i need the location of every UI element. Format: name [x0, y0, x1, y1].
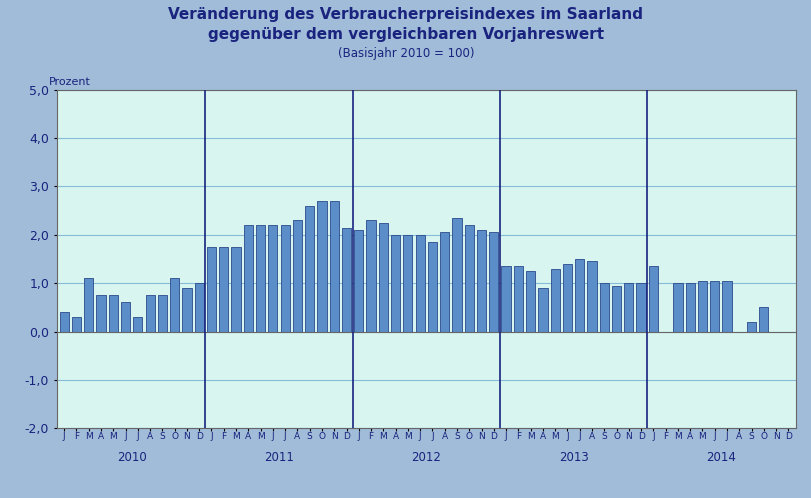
Bar	[624, 283, 633, 332]
Bar	[59, 312, 69, 332]
Bar	[440, 233, 448, 332]
Text: 2010: 2010	[117, 451, 147, 464]
Bar	[452, 218, 461, 332]
Bar	[195, 283, 204, 332]
Bar	[169, 278, 179, 332]
Bar	[746, 322, 755, 332]
Bar	[366, 220, 375, 332]
Bar	[526, 271, 534, 332]
Text: 2011: 2011	[264, 451, 294, 464]
Bar	[697, 281, 706, 332]
Bar	[109, 295, 118, 332]
Text: Prozent: Prozent	[49, 77, 91, 87]
Bar	[255, 225, 265, 332]
Bar	[636, 283, 645, 332]
Bar	[586, 261, 596, 332]
Bar	[145, 295, 155, 332]
Bar	[599, 283, 608, 332]
Bar	[280, 225, 290, 332]
Bar	[403, 235, 412, 332]
Bar	[476, 230, 486, 332]
Text: (Basisjahr 2010 = 100): (Basisjahr 2010 = 100)	[337, 47, 474, 60]
Bar	[378, 223, 388, 332]
Bar	[415, 235, 424, 332]
Bar	[97, 295, 105, 332]
Text: gegenüber dem vergleichbaren Vorjahreswert: gegenüber dem vergleichbaren Vorjahreswe…	[208, 27, 603, 42]
Bar	[354, 230, 363, 332]
Bar	[182, 288, 191, 332]
Bar	[84, 278, 93, 332]
Bar	[574, 259, 584, 332]
Bar	[501, 266, 510, 332]
Text: 2013: 2013	[558, 451, 588, 464]
Bar	[722, 281, 731, 332]
Bar	[562, 264, 572, 332]
Bar	[391, 235, 400, 332]
Bar	[488, 233, 498, 332]
Text: 2012: 2012	[411, 451, 440, 464]
Bar	[672, 283, 682, 332]
Bar	[684, 283, 694, 332]
Text: 2014: 2014	[705, 451, 735, 464]
Bar	[219, 247, 228, 332]
Bar	[513, 266, 522, 332]
Bar	[268, 225, 277, 332]
Bar	[231, 247, 240, 332]
Bar	[243, 225, 252, 332]
Bar	[317, 201, 326, 332]
Bar	[305, 206, 314, 332]
Bar	[464, 225, 474, 332]
Bar	[72, 317, 81, 332]
Bar	[538, 288, 547, 332]
Bar	[611, 285, 620, 332]
Bar	[293, 220, 302, 332]
Bar	[758, 307, 767, 332]
Bar	[157, 295, 167, 332]
Bar	[427, 242, 436, 332]
Bar	[329, 201, 338, 332]
Bar	[207, 247, 216, 332]
Bar	[133, 317, 142, 332]
Bar	[710, 281, 719, 332]
Bar	[648, 266, 657, 332]
Bar	[121, 302, 130, 332]
Text: Veränderung des Verbraucherpreisindexes im Saarland: Veränderung des Verbraucherpreisindexes …	[169, 7, 642, 22]
Bar	[550, 268, 559, 332]
Bar	[341, 228, 350, 332]
